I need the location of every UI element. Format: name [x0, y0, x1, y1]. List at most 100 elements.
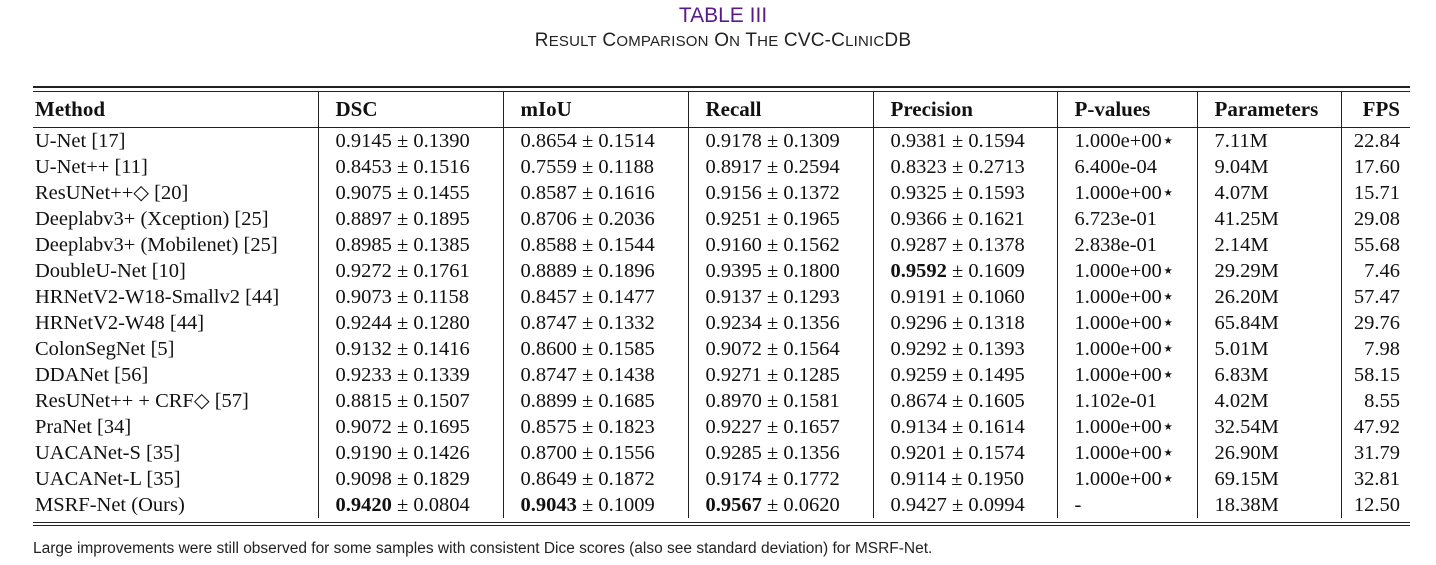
miou-std: ± 0.1332: [576, 312, 655, 334]
cell-precision: 0.9427 ± 0.0994: [872, 492, 1057, 518]
precision-std: ± 0.1609: [946, 260, 1025, 282]
recall-std: ± 0.1372: [761, 182, 840, 204]
dsc-value: 0.9244: [335, 312, 392, 334]
cell-miou: 0.8600 ± 0.1585: [502, 336, 688, 362]
recall-std: ± 0.1800: [761, 260, 840, 282]
precision-value: 0.9201: [890, 442, 947, 464]
recall-value: 0.9251: [705, 208, 762, 230]
precision-value: 0.9292: [890, 338, 947, 360]
miou-value: 0.9043: [520, 494, 577, 516]
precision-std: ± 0.1060: [946, 286, 1025, 308]
dsc-std: ± 0.1761: [391, 260, 470, 282]
cell-fps: 58.15: [1340, 362, 1410, 388]
cell-miou: 0.8747 ± 0.1332: [502, 310, 688, 336]
precision-value: 0.9325: [890, 182, 947, 204]
cell-p-value: 1.000e+00⋆: [1056, 336, 1197, 362]
miou-value: 0.8457: [520, 286, 577, 308]
precision-value: 0.9191: [890, 286, 947, 308]
cell-fps: 32.81: [1340, 466, 1410, 492]
miou-value: 0.8587: [520, 182, 577, 204]
cell-recall: 0.9137 ± 0.1293: [687, 284, 873, 310]
miou-std: ± 0.1544: [576, 234, 655, 256]
cell-miou: 0.8706 ± 0.2036: [502, 206, 688, 232]
cell-precision: 0.9296 ± 0.1318: [872, 310, 1057, 336]
table-row: Deeplabv3+ (Xception) [25] 0.8897 ± 0.189…: [33, 206, 1410, 232]
precision-std: ± 0.1605: [946, 390, 1025, 412]
precision-std: ± 0.1318: [946, 312, 1025, 334]
recall-value: 0.9271: [705, 364, 762, 386]
cell-recall: 0.9285 ± 0.1356: [687, 440, 873, 466]
precision-value: 0.9381: [890, 130, 947, 152]
miou-std: ± 0.1685: [576, 390, 655, 412]
cell-recall: 0.8970 ± 0.1581: [687, 388, 873, 414]
dsc-std: ± 0.1695: [391, 416, 470, 438]
miou-std: ± 0.1556: [576, 442, 655, 464]
dsc-std: ± 0.1455: [391, 182, 470, 204]
miou-std: ± 0.1438: [576, 364, 655, 386]
recall-value: 0.8917: [705, 156, 762, 178]
cell-dsc: 0.9145 ± 0.1390: [317, 127, 503, 154]
cell-recall: 0.9234 ± 0.1356: [687, 310, 873, 336]
cell-precision: 0.9114 ± 0.1950: [872, 466, 1057, 492]
table-row: DDANet [56] 0.9233 ± 0.1339 0.8747 ± 0.143…: [33, 362, 1410, 388]
cell-fps: 47.92: [1340, 414, 1410, 440]
recall-std: ± 0.1772: [761, 468, 840, 490]
cell-dsc: 0.9072 ± 0.1695: [317, 414, 503, 440]
cell-p-value: 1.000e+00⋆: [1056, 180, 1197, 206]
cell-parameters: 9.04M: [1196, 154, 1341, 180]
cell-parameters: 4.07M: [1196, 180, 1341, 206]
recall-value: 0.9156: [705, 182, 762, 204]
miou-value: 0.8588: [520, 234, 577, 256]
cell-miou: 0.8649 ± 0.1872: [502, 466, 688, 492]
recall-std: ± 0.1965: [761, 208, 840, 230]
dsc-std: ± 0.1516: [391, 156, 470, 178]
precision-std: ± 0.1495: [946, 364, 1025, 386]
cell-fps: 29.76: [1340, 310, 1410, 336]
table-label: TABLE III: [678, 4, 768, 27]
cell-fps: 15.71: [1340, 180, 1410, 206]
recall-value: 0.9174: [705, 468, 762, 490]
cell-parameters: 41.25M: [1196, 206, 1341, 232]
cell-p-value: 1.102e-01: [1056, 388, 1197, 414]
cell-parameters: 29.29M: [1196, 258, 1341, 284]
table-footnote: Large improvements were still observed f…: [33, 540, 933, 557]
bottom-rule: [33, 522, 1410, 523]
cell-miou: 0.8700 ± 0.1556: [502, 440, 688, 466]
table-row: UACANet-S [35] 0.9190 ± 0.1426 0.8700 ± 0.…: [33, 440, 1410, 466]
cell-dsc: 0.8453 ± 0.1516: [317, 154, 503, 180]
cell-parameters: 65.84M: [1196, 310, 1341, 336]
miou-std: ± 0.1514: [576, 130, 655, 152]
miou-std: ± 0.1896: [576, 260, 655, 282]
table-caption: RESULT COMPARISON ON THE CVC-CLINICDB: [534, 30, 912, 51]
header-precision: Precision: [872, 92, 1057, 128]
cell-dsc: 0.8815 ± 0.1507: [317, 388, 503, 414]
table-row: Deeplabv3+ (Mobilenet) [25] 0.8985 ± 0.13…: [33, 232, 1410, 258]
recall-value: 0.8970: [705, 390, 762, 412]
cell-recall: 0.9395 ± 0.1800: [687, 258, 873, 284]
cell-fps: 7.98: [1340, 336, 1410, 362]
recall-value: 0.9178: [705, 130, 762, 152]
dsc-value: 0.9098: [335, 468, 392, 490]
recall-value: 0.9227: [705, 416, 762, 438]
cell-precision: 0.9292 ± 0.1393: [872, 336, 1057, 362]
precision-std: ± 0.1614: [946, 416, 1025, 438]
cell-method: DoubleU-Net [10]: [35, 260, 186, 282]
recall-value: 0.9395: [705, 260, 762, 282]
cell-parameters: 69.15M: [1196, 466, 1341, 492]
miou-value: 0.8747: [520, 364, 577, 386]
recall-std: ± 0.2594: [761, 156, 840, 178]
cell-miou: 0.8457 ± 0.1477: [502, 284, 688, 310]
cell-parameters: 18.38M: [1196, 492, 1341, 518]
cell-fps: 7.46: [1340, 258, 1410, 284]
header-p-values: P-values: [1056, 92, 1197, 128]
dsc-std: ± 0.1339: [391, 364, 470, 386]
recall-std: ± 0.1309: [761, 130, 840, 152]
precision-value: 0.9114: [890, 468, 947, 490]
miou-std: ± 0.1477: [576, 286, 655, 308]
precision-value: 0.8674: [890, 390, 947, 412]
miou-std: ± 0.1188: [576, 156, 654, 178]
cell-p-value: 6.400e-04: [1056, 154, 1197, 180]
cell-method: ResUNet++ + CRF◇ [57]: [35, 390, 249, 412]
dsc-value: 0.9075: [335, 182, 392, 204]
precision-value: 0.9592: [890, 260, 947, 282]
